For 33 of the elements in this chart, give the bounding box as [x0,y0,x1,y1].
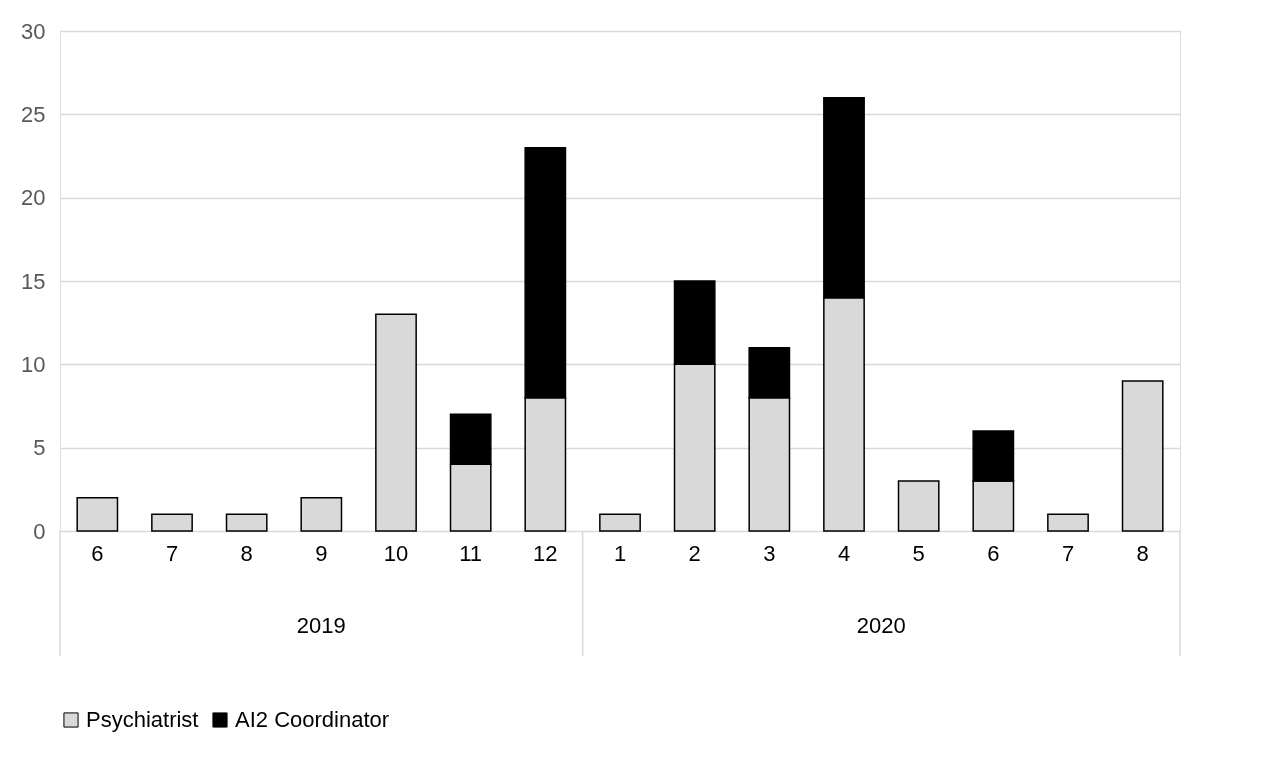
x-tick-label: 6 [987,540,1000,566]
text: 2020 [856,613,906,638]
x-tick-label: 8 [240,540,253,566]
text: 2019 [296,613,346,638]
x-tick-label: 5 [912,540,925,566]
x-tick-label: 8 [1136,540,1149,566]
x-tick-label: 2 [688,540,701,566]
bar [300,496,343,532]
y-tick-label: 25 [21,101,46,127]
y-tick-label: 15 [21,268,46,294]
x-tick-label: 12 [533,540,558,566]
bar [76,496,119,532]
x-tick-label: 9 [315,540,328,566]
bar [599,513,641,532]
y-tick-label: 30 [21,18,46,44]
y-tick-label: 20 [21,185,46,211]
legend-label: AI2 Coordinator [235,707,390,732]
x-tick-label: 7 [165,540,179,566]
x-tick-label: 1 [613,540,627,566]
y-tick-label: 5 [33,435,46,461]
bar [225,513,268,532]
y-tick-label: 0 [33,518,46,544]
legend-label: Psychiatrist [86,707,199,732]
x-tick-label: 7 [1061,540,1075,566]
bar [897,480,940,532]
x-tick-label: 11 [459,540,483,566]
x-tick-label: 6 [91,540,104,566]
y-tick-label: 10 [21,351,46,377]
x-tick-label: 3 [763,540,776,566]
bar [151,513,193,532]
x-tick-label: 4 [837,540,851,566]
bar [1047,513,1089,532]
x-tick-label: 10 [383,540,409,566]
